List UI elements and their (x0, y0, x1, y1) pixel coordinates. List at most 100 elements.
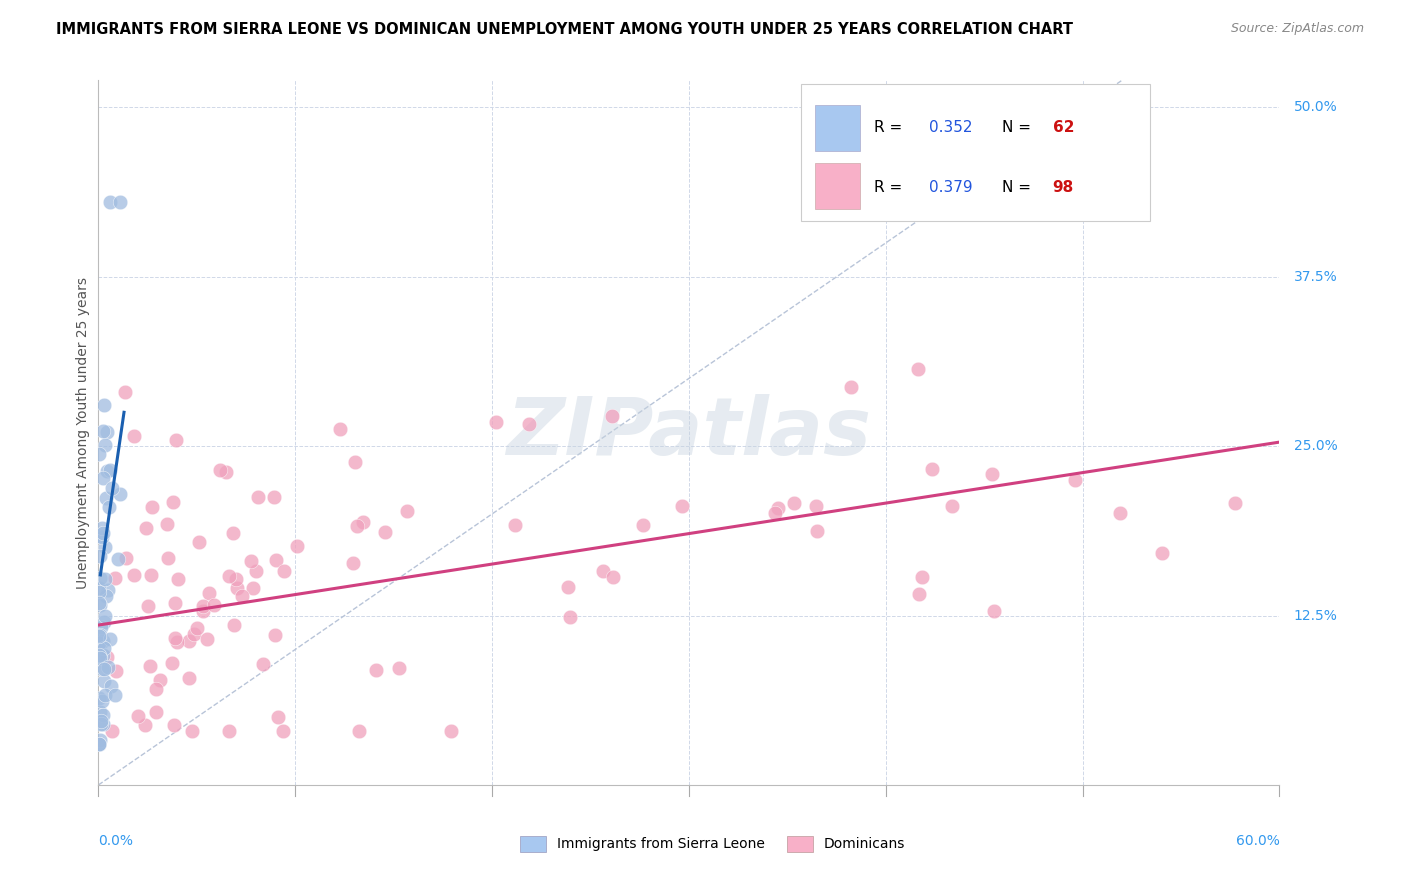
Point (93, 674, 115, 689)
Point (671, 500, 693, 514)
Point (264, 628, 287, 642)
Point (519, 417, 541, 431)
Text: ZIPatlas: ZIPatlas (506, 393, 872, 472)
Point (89, 648, 111, 662)
Point (110, 195, 132, 210)
Point (97, 500, 120, 514)
Point (342, 556, 364, 570)
Point (395, 504, 418, 518)
Point (388, 661, 411, 675)
Point (198, 586, 221, 600)
Point (89, 585, 111, 599)
Point (592, 564, 614, 578)
Point (271, 723, 294, 738)
Point (941, 499, 963, 513)
Point (134, 717, 156, 731)
Point (218, 569, 240, 583)
Point (108, 487, 131, 501)
Point (245, 565, 267, 579)
Point (89, 732, 111, 747)
Point (97, 582, 120, 597)
Point (87, 636, 110, 650)
Text: 37.5%: 37.5% (1294, 269, 1337, 284)
Point (87, 737, 110, 751)
Point (252, 657, 274, 672)
Point (165, 434, 187, 448)
Point (94, 609, 117, 624)
Y-axis label: Unemployment Among Youth under 25 years: Unemployment Among Youth under 25 years (76, 277, 90, 589)
Point (208, 463, 231, 477)
Point (907, 587, 929, 601)
Point (91, 471, 114, 485)
Text: Source: ZipAtlas.com: Source: ZipAtlas.com (1230, 22, 1364, 36)
Point (1225, 496, 1247, 510)
Point (440, 723, 463, 738)
Point (181, 723, 204, 738)
Point (145, 681, 167, 696)
Point (374, 524, 396, 539)
Point (226, 581, 249, 595)
Point (167, 572, 190, 586)
Text: 12.5%: 12.5% (1294, 608, 1337, 623)
Point (105, 664, 128, 678)
Point (162, 495, 184, 509)
Point (907, 362, 929, 376)
Point (115, 551, 138, 566)
Point (89, 529, 111, 543)
Point (89, 649, 111, 664)
Point (503, 518, 526, 533)
Point (1150, 546, 1173, 560)
Point (127, 708, 149, 723)
Point (766, 501, 789, 516)
Point (163, 718, 186, 732)
Point (222, 618, 245, 632)
Text: 0.0%: 0.0% (98, 834, 134, 848)
Point (485, 415, 508, 429)
Point (804, 499, 827, 513)
Point (763, 506, 786, 520)
Point (90, 620, 112, 634)
Point (273, 565, 295, 579)
Point (911, 569, 934, 583)
Point (122, 428, 145, 442)
Point (100, 723, 122, 738)
Point (93, 662, 115, 676)
Point (231, 590, 253, 604)
Point (89, 650, 111, 665)
Point (96, 464, 118, 478)
Point (91, 525, 114, 540)
Point (163, 631, 186, 645)
Point (114, 385, 136, 400)
Point (93, 717, 115, 731)
Point (93, 572, 115, 586)
Text: R =: R = (875, 120, 907, 135)
Point (349, 723, 371, 738)
Text: 0.379: 0.379 (929, 180, 973, 194)
Text: 25.0%: 25.0% (1294, 439, 1337, 453)
Point (202, 599, 225, 613)
Point (96, 650, 118, 665)
Point (157, 550, 180, 565)
Point (156, 516, 179, 531)
Point (139, 568, 162, 582)
Point (191, 604, 214, 618)
Point (122, 568, 145, 582)
Point (364, 663, 387, 677)
Text: IMMIGRANTS FROM SIERRA LEONE VS DOMINICAN UNEMPLOYMENT AMONG YOUTH UNDER 25 YEAR: IMMIGRANTS FROM SIERRA LEONE VS DOMINICA… (56, 22, 1073, 37)
Point (346, 519, 368, 533)
Point (93, 640, 115, 655)
Point (1109, 507, 1132, 521)
Point (89, 691, 111, 706)
Text: 0.352: 0.352 (929, 120, 972, 135)
Point (163, 596, 186, 610)
Point (179, 671, 201, 685)
Point (93, 615, 115, 630)
Point (91, 707, 114, 722)
Point (267, 710, 290, 724)
Point (186, 622, 208, 636)
Point (89, 571, 111, 585)
Point (89, 705, 111, 719)
Point (239, 554, 262, 568)
Point (93, 438, 115, 452)
FancyBboxPatch shape (815, 105, 860, 151)
